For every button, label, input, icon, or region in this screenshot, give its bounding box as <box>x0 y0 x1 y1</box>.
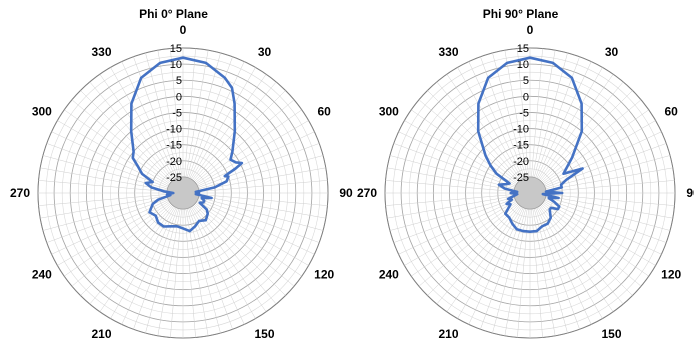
radial-tick-label: 5 <box>523 75 529 87</box>
radial-tick-label: -10 <box>166 124 182 136</box>
radial-tick-label: -10 <box>513 124 529 136</box>
radial-tick-label: -5 <box>172 107 182 119</box>
polar-grid <box>37 47 329 339</box>
polar-plot: 0 30 60 90 120 150 180 210 240 270 300 330 15 10 5 0 -5 -… <box>10 23 353 351</box>
angle-label: 210 <box>91 327 111 341</box>
chart-title: Phi 0° Plane <box>139 7 208 21</box>
chart-title: Phi 90° Plane <box>482 7 559 21</box>
radial-tick-label: 15 <box>517 43 529 55</box>
radial-tick-label: -25 <box>166 172 182 184</box>
angle-label: 270 <box>10 186 30 200</box>
angle-label: 270 <box>357 186 377 200</box>
angle-label: 90 <box>339 186 353 200</box>
angle-label: 120 <box>661 268 681 282</box>
angle-label: 90 <box>686 186 694 200</box>
angle-label: 300 <box>379 105 399 119</box>
radial-tick-label: -15 <box>513 140 529 152</box>
angle-label: 180 <box>173 349 193 351</box>
angle-label: 60 <box>317 105 331 119</box>
angle-label: 0 <box>180 23 187 37</box>
polar-grid <box>384 47 676 339</box>
radial-tick-label: -5 <box>519 107 529 119</box>
radial-tick-label: 0 <box>523 91 529 103</box>
angle-label: 60 <box>664 105 678 119</box>
radial-tick-label: 15 <box>170 43 182 55</box>
angle-label: 30 <box>605 45 619 59</box>
angle-label: 210 <box>438 327 458 341</box>
angle-label: 180 <box>520 349 540 351</box>
angle-label: 240 <box>32 268 52 282</box>
angle-label: 300 <box>32 105 52 119</box>
pattern-line <box>476 56 584 233</box>
angle-label: 120 <box>314 268 334 282</box>
angle-label: 30 <box>258 45 272 59</box>
angle-label: 150 <box>601 327 621 341</box>
radial-tick-label: 10 <box>170 59 182 71</box>
angle-label: 150 <box>254 327 274 341</box>
polar-plot: 0 30 60 90 120 150 180 210 240 270 300 330 15 10 5 0 -5 -… <box>357 23 694 351</box>
angle-label: 0 <box>527 23 534 37</box>
radial-tick-label: 0 <box>176 91 182 103</box>
angle-label: 330 <box>438 45 458 59</box>
pattern-line <box>129 56 244 233</box>
radial-tick-label: -25 <box>513 172 529 184</box>
angle-label: 330 <box>91 45 111 59</box>
radial-tick-label: -15 <box>166 140 182 152</box>
radial-tick-label: 10 <box>517 59 529 71</box>
radial-tick-label: -20 <box>166 156 182 168</box>
polar-chart-phi-0: Phi 0° Plane 030609012015018021024027030… <box>10 7 353 351</box>
polar-chart-phi-90: Phi 90° Plane 03060901201501802102402703… <box>347 0 694 351</box>
angle-label: 240 <box>379 268 399 282</box>
radial-tick-label: 5 <box>176 75 182 87</box>
radial-tick-label: -20 <box>513 156 529 168</box>
